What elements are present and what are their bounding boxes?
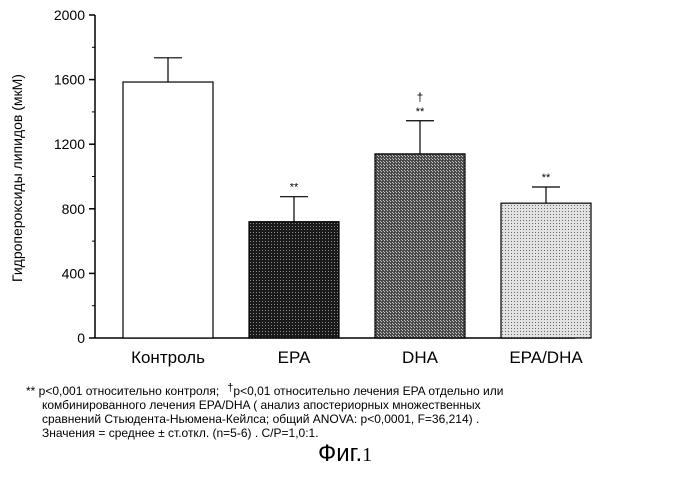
y-tick-label: 1200 (54, 136, 85, 152)
footnote-line-3: сравнений Стьюдента-Ньюмена-Кейлса; общи… (42, 412, 480, 426)
x-tick-label: EPA/DHA (509, 348, 583, 367)
footnote-line-1: ** p<0,001 относительно контроля; †p<0,01… (26, 382, 504, 399)
bar-3 (374, 153, 466, 339)
x-tick-label: Контроль (131, 348, 205, 367)
figure-number: 1 (362, 444, 373, 466)
y-tick-label: 2000 (54, 7, 85, 23)
figure-caption-text: Фиг. (318, 440, 363, 467)
footnote-significance-epa: p<0,01 относительно лечения EPA отдельно… (233, 384, 504, 398)
significance-label: ** (290, 182, 299, 194)
y-tick-label: 1600 (54, 72, 85, 88)
dagger-label: † (417, 90, 424, 104)
bar-1 (122, 81, 214, 339)
figure-caption: Фиг.1 (318, 440, 372, 468)
footnote-line-2: комбинированного лечения EPA/DHA ( анали… (42, 398, 481, 412)
bar-4 (500, 202, 592, 339)
y-tick-label: 400 (62, 265, 86, 281)
y-tick-label: 800 (62, 201, 86, 217)
x-tick-label: EPA (278, 348, 311, 367)
dagger-symbol: † (227, 382, 234, 394)
significance-label: ** (542, 172, 551, 184)
bar-chart: 0 400 800 1200 1600 2000 Контроль EPA ** DHA ** † EP… (9, 7, 592, 367)
footnote-significance-control: ** p<0,001 относительно контроля; (26, 384, 220, 398)
footnote-line-4: Значения = среднее ± ст.откл. (n=5-6) . … (42, 426, 319, 440)
y-tick-label: 0 (77, 330, 85, 346)
bar-2 (248, 221, 340, 339)
significance-label: ** (416, 106, 425, 118)
x-tick-label: DHA (402, 348, 439, 367)
y-axis-label: Гидропероксиды липидов (мкМ) (9, 74, 25, 282)
